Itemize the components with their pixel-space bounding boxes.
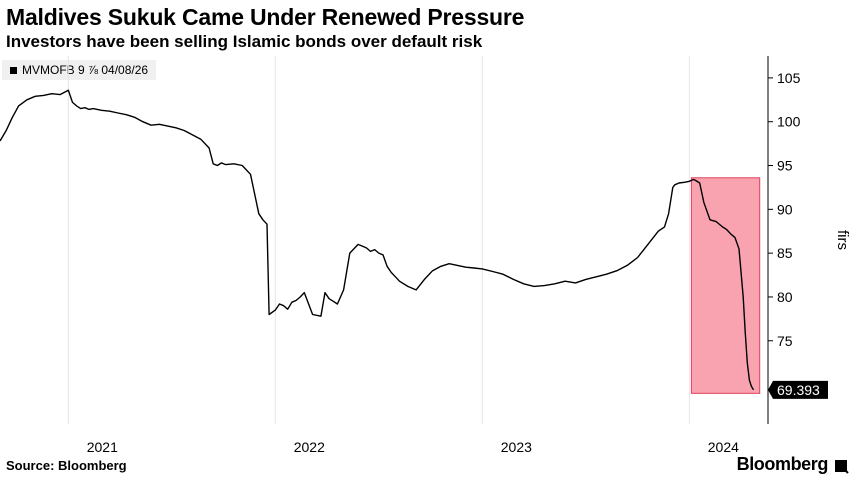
- series-line: [0, 89, 755, 391]
- grid-lines: [67, 56, 690, 424]
- legend-label: MVMOFB 9 ⅞ 04/08/26: [22, 63, 149, 77]
- y-tick-label: 105: [777, 70, 801, 86]
- y-tick-label: 90: [777, 201, 793, 217]
- bloomberg-logo: Bloomberg: [736, 454, 829, 474]
- x-tick-label: 2021: [87, 439, 118, 455]
- series-layer: [0, 89, 755, 391]
- highlight-box: [690, 177, 761, 394]
- highlight-layer: [690, 177, 761, 394]
- y-tick-label: 80: [777, 289, 793, 305]
- y-axis-label: firs: [834, 230, 851, 250]
- y-tick-label: 100: [777, 114, 801, 130]
- chart-subtitle: Investors have been selling Islamic bond…: [6, 32, 483, 51]
- x-tick-label: 2024: [708, 439, 739, 455]
- chart-title: Maldives Sukuk Came Under Renewed Pressu…: [6, 4, 525, 30]
- axis-layer: 75 80 85 90 95 100 105 2021 2022 2023 2024 69.393: [87, 56, 828, 455]
- source-note: Source: Bloomberg: [6, 458, 127, 473]
- last-value-label: 69.393: [777, 382, 820, 398]
- y-tick-label: 75: [777, 333, 793, 349]
- legend-swatch: [10, 66, 17, 74]
- bloomberg-logo-icon: [835, 460, 849, 474]
- last-value-box: [768, 380, 828, 399]
- legend: MVMOFB 9 ⅞ 04/08/26: [2, 60, 157, 80]
- y-tick-label: 95: [777, 158, 793, 174]
- y-tick-label: 85: [777, 245, 793, 261]
- last-value-callout: 69.393: [768, 380, 828, 399]
- x-tick-label: 2023: [501, 439, 532, 455]
- x-tick-label: 2022: [294, 439, 325, 455]
